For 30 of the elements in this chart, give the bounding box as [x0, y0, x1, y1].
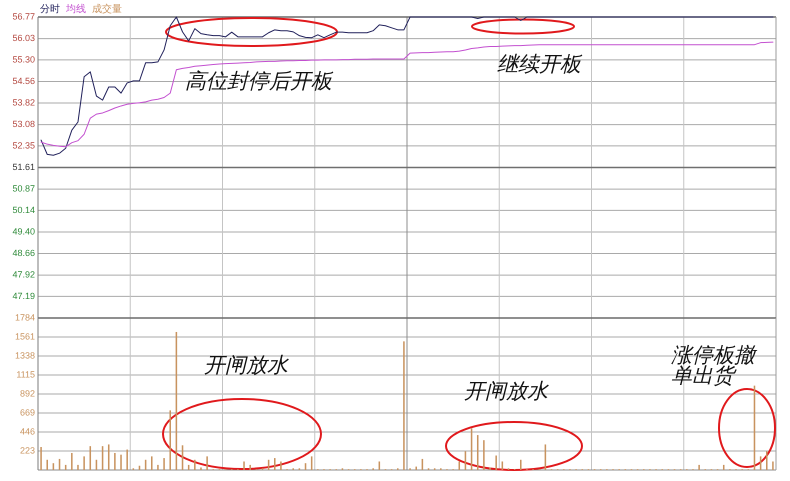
y-tick-label: 47.19 — [12, 290, 35, 301]
annotation: 开闸放水 — [464, 379, 549, 403]
y-tick-label: 1115 — [16, 369, 35, 380]
y-tick-label: 53.08 — [12, 119, 35, 129]
y-tick-label: 50.14 — [12, 204, 35, 215]
annotation: 继续开板 — [497, 52, 583, 76]
text: 均线 — [65, 3, 86, 15]
y-tick-label: 669 — [20, 407, 35, 418]
y-tick-label: 56.77 — [12, 11, 35, 22]
y-tick-label: 56.03 — [12, 32, 35, 43]
y-tick-label: 54.56 — [12, 76, 35, 86]
y-tick-label: 47.92 — [12, 270, 35, 280]
y-tick-label: 223 — [20, 445, 35, 456]
y-tick-label: 48.66 — [12, 248, 35, 258]
y-tick-label: 50.87 — [12, 183, 35, 194]
y-tick-label: 1338 — [14, 350, 35, 360]
y-tick-label: 892 — [20, 388, 35, 398]
y-tick-label: 1784 — [14, 312, 35, 322]
annotation: 高位封停后开板 — [185, 69, 334, 93]
y-tick-label: 55.30 — [12, 54, 35, 64]
annotation: 涨停板撤单出货 — [671, 343, 758, 388]
y-tick-label: 49.40 — [12, 226, 35, 236]
annotation: 开闸放水 — [204, 353, 289, 377]
y-tick-label: 52.35 — [12, 140, 35, 150]
text: 成交量 — [92, 3, 122, 15]
y-tick-label: 1561 — [14, 331, 35, 342]
y-tick-label: 53.82 — [12, 97, 35, 108]
text: 分时 — [40, 3, 60, 15]
y-tick-label: 51.61 — [12, 162, 35, 172]
y-tick-label: 446 — [20, 426, 35, 436]
